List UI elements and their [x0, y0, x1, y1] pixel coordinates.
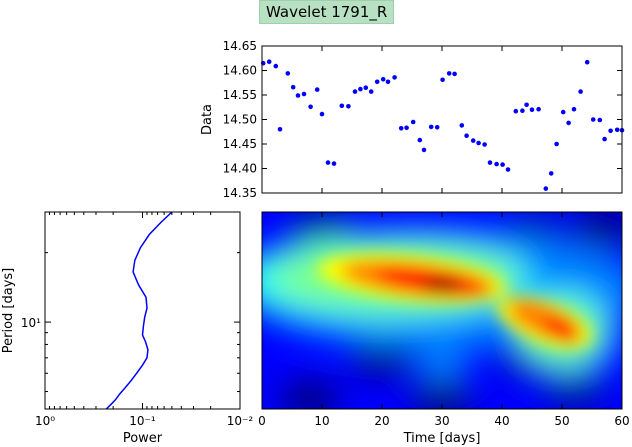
data-point — [602, 136, 607, 142]
data-point — [520, 108, 525, 113]
data-point — [385, 79, 391, 85]
x-tick-label: 10⁻¹ — [129, 414, 156, 428]
data-point — [325, 160, 331, 165]
data-point — [597, 117, 603, 123]
data-point — [346, 104, 351, 109]
y-tick-label: 14.45 — [223, 137, 257, 151]
plot-frame — [261, 211, 623, 410]
light-curve-panel: 14.35 14.40 14.45 14.50 14.55 14.60 14.65 Data — [200, 39, 625, 200]
data-point — [608, 128, 613, 134]
data-point — [277, 127, 283, 132]
figure-title: Wavelet 1791_R — [259, 0, 395, 24]
data-point — [410, 119, 416, 125]
x-tick-label: 0 — [258, 414, 266, 428]
data-point — [566, 120, 571, 126]
data-point — [482, 142, 487, 147]
x-tick-label: 60 — [614, 414, 629, 428]
x-tick-label: 40 — [494, 414, 509, 428]
data-point — [319, 111, 325, 117]
data-point — [421, 147, 427, 153]
data-point — [446, 71, 452, 76]
y-tick-label: 10¹ — [21, 316, 41, 330]
x-tick-label: 10⁻² — [227, 414, 254, 428]
global-power-panel: 10⁰ 10⁻¹ 10⁻² 10¹ Power Period [days] — [1, 211, 254, 446]
data-point — [428, 124, 434, 130]
data-point — [331, 161, 337, 166]
data-point — [398, 126, 404, 131]
y-tick-label: 14.55 — [223, 88, 257, 102]
data-point — [464, 133, 469, 138]
data-point — [543, 186, 549, 191]
data-point — [584, 59, 590, 65]
data-point — [529, 107, 535, 112]
data-point — [417, 137, 423, 143]
data-point — [500, 162, 505, 167]
data-point — [440, 77, 445, 83]
trough-blob — [412, 379, 472, 409]
x-tick-label: 10⁰ — [35, 414, 55, 428]
data-point — [374, 79, 380, 85]
x-tick-label: 20 — [374, 414, 389, 428]
y-tick-label: 14.65 — [223, 39, 257, 53]
data-point — [273, 63, 279, 69]
data-point — [470, 138, 476, 143]
data-point — [295, 93, 301, 98]
data-point — [505, 167, 511, 172]
data-point — [434, 125, 440, 130]
data-point — [459, 123, 465, 128]
data-point — [352, 89, 358, 94]
data-point — [571, 106, 577, 112]
ridge-peak — [422, 278, 462, 291]
data-point — [536, 106, 541, 112]
plot-frame — [261, 45, 623, 194]
data-point — [614, 127, 620, 133]
data-point — [363, 85, 369, 90]
heatmap-body — [262, 212, 622, 409]
trough-blob — [280, 379, 340, 409]
data-point — [358, 86, 363, 92]
data-point — [554, 141, 559, 147]
data-point — [392, 75, 397, 80]
data-point — [494, 161, 499, 167]
data-point — [339, 103, 345, 109]
data-point — [524, 102, 529, 108]
x-axis-label: Time [days] — [403, 431, 481, 446]
data-point — [404, 125, 409, 131]
power-band — [414, 349, 470, 382]
data-point — [578, 89, 583, 94]
data-point — [308, 104, 313, 110]
data-point — [487, 160, 493, 165]
data-point — [290, 84, 296, 90]
y-tick-label: 14.35 — [223, 186, 257, 200]
data-point — [266, 59, 272, 64]
data-point — [560, 109, 566, 115]
y-tick-label: 14.40 — [223, 162, 257, 176]
data-point — [476, 140, 481, 146]
x-axis-label: Power — [123, 431, 163, 446]
y-tick-label: 14.60 — [223, 64, 257, 78]
data-point — [285, 71, 291, 76]
y-tick-label: 14.50 — [223, 113, 257, 127]
power-curve — [105, 211, 173, 410]
heatmap-ridge — [317, 254, 592, 348]
plot-frame — [44, 211, 241, 410]
y-axis-label: Period [days] — [1, 268, 16, 354]
data-point — [513, 108, 519, 114]
data-point — [548, 171, 554, 176]
x-tick-label: 30 — [434, 414, 449, 428]
x-tick-label: 50 — [554, 414, 569, 428]
data-point — [368, 89, 374, 94]
wavelet-power-panel: 0 10 20 30 40 50 60 Time [days] — [258, 211, 630, 446]
x-tick-label: 10 — [314, 414, 329, 428]
data-point — [452, 71, 457, 77]
y-axis-label: Data — [200, 104, 215, 135]
data-point — [314, 87, 320, 92]
trough-blob — [574, 212, 622, 247]
ridge-core — [542, 318, 582, 343]
data-point — [590, 117, 596, 122]
plot-background — [45, 212, 240, 409]
data-point — [380, 77, 386, 82]
data-point — [301, 91, 307, 97]
